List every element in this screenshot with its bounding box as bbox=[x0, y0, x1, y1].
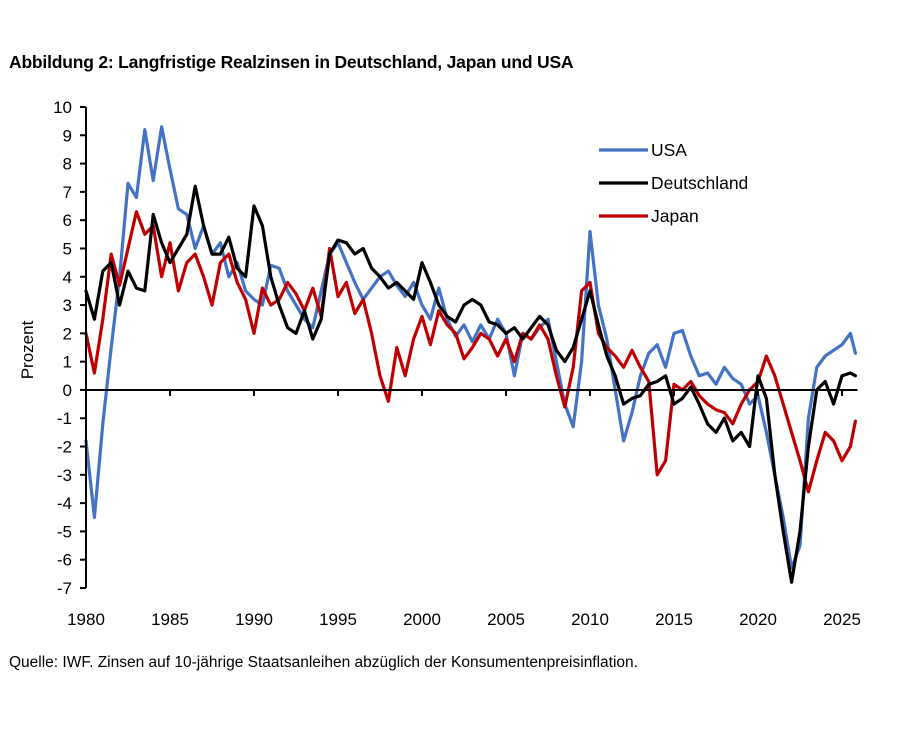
x-tick-label: 2000 bbox=[403, 610, 441, 629]
y-tick-label: 2 bbox=[63, 324, 72, 343]
y-tick-label: 10 bbox=[53, 98, 72, 117]
series-line-usa bbox=[84, 125, 858, 570]
y-tick-label: 0 bbox=[63, 381, 72, 400]
series-line-japan bbox=[84, 210, 858, 494]
x-tick-label: 1995 bbox=[319, 610, 357, 629]
x-tick-label: 1985 bbox=[151, 610, 189, 629]
x-tick-label: 1980 bbox=[67, 610, 105, 629]
y-tick-label: -2 bbox=[57, 438, 72, 457]
y-tick-label: 7 bbox=[63, 183, 72, 202]
x-tick-label: 2020 bbox=[739, 610, 777, 629]
series-line-deutschland bbox=[84, 184, 858, 584]
y-tick-label: 1 bbox=[63, 353, 72, 372]
x-tick-label: 1990 bbox=[235, 610, 273, 629]
source-note: Quelle: IWF. Zinsen auf 10-jährige Staat… bbox=[9, 654, 638, 671]
x-axis-ticks: 1980 1985 1990 1995 2000 2005 2010 2015 2020 2025 bbox=[67, 389, 861, 629]
legend-label-japan: Japan bbox=[651, 206, 699, 226]
y-tick-label: 8 bbox=[63, 155, 72, 174]
x-tick-label: 2015 bbox=[655, 610, 693, 629]
y-axis-title: Prozent bbox=[18, 320, 37, 379]
legend-label-deutschland: Deutschland bbox=[651, 173, 748, 193]
legend-label-usa: USA bbox=[651, 140, 687, 160]
y-tick-label: 6 bbox=[63, 211, 72, 230]
y-tick-label: -1 bbox=[57, 409, 72, 428]
y-tick-label: -3 bbox=[57, 466, 72, 485]
x-tick-label: 2010 bbox=[571, 610, 609, 629]
series-lines bbox=[84, 125, 858, 584]
y-tick-label: -6 bbox=[57, 551, 72, 570]
x-tick-label: 2005 bbox=[487, 610, 525, 629]
x-tick-label: 2025 bbox=[823, 610, 861, 629]
y-tick-label: 5 bbox=[63, 239, 72, 258]
y-tick-label: 3 bbox=[63, 296, 72, 315]
chart-title: Abbildung 2: Langfristige Realzinsen in … bbox=[9, 52, 574, 72]
y-tick-label: -7 bbox=[57, 579, 72, 598]
y-tick-label: -4 bbox=[57, 494, 72, 513]
y-tick-label: -5 bbox=[57, 522, 72, 541]
y-tick-label: 9 bbox=[63, 126, 72, 145]
legend: USA Deutschland Japan bbox=[599, 140, 748, 226]
y-tick-label: 4 bbox=[63, 268, 72, 287]
